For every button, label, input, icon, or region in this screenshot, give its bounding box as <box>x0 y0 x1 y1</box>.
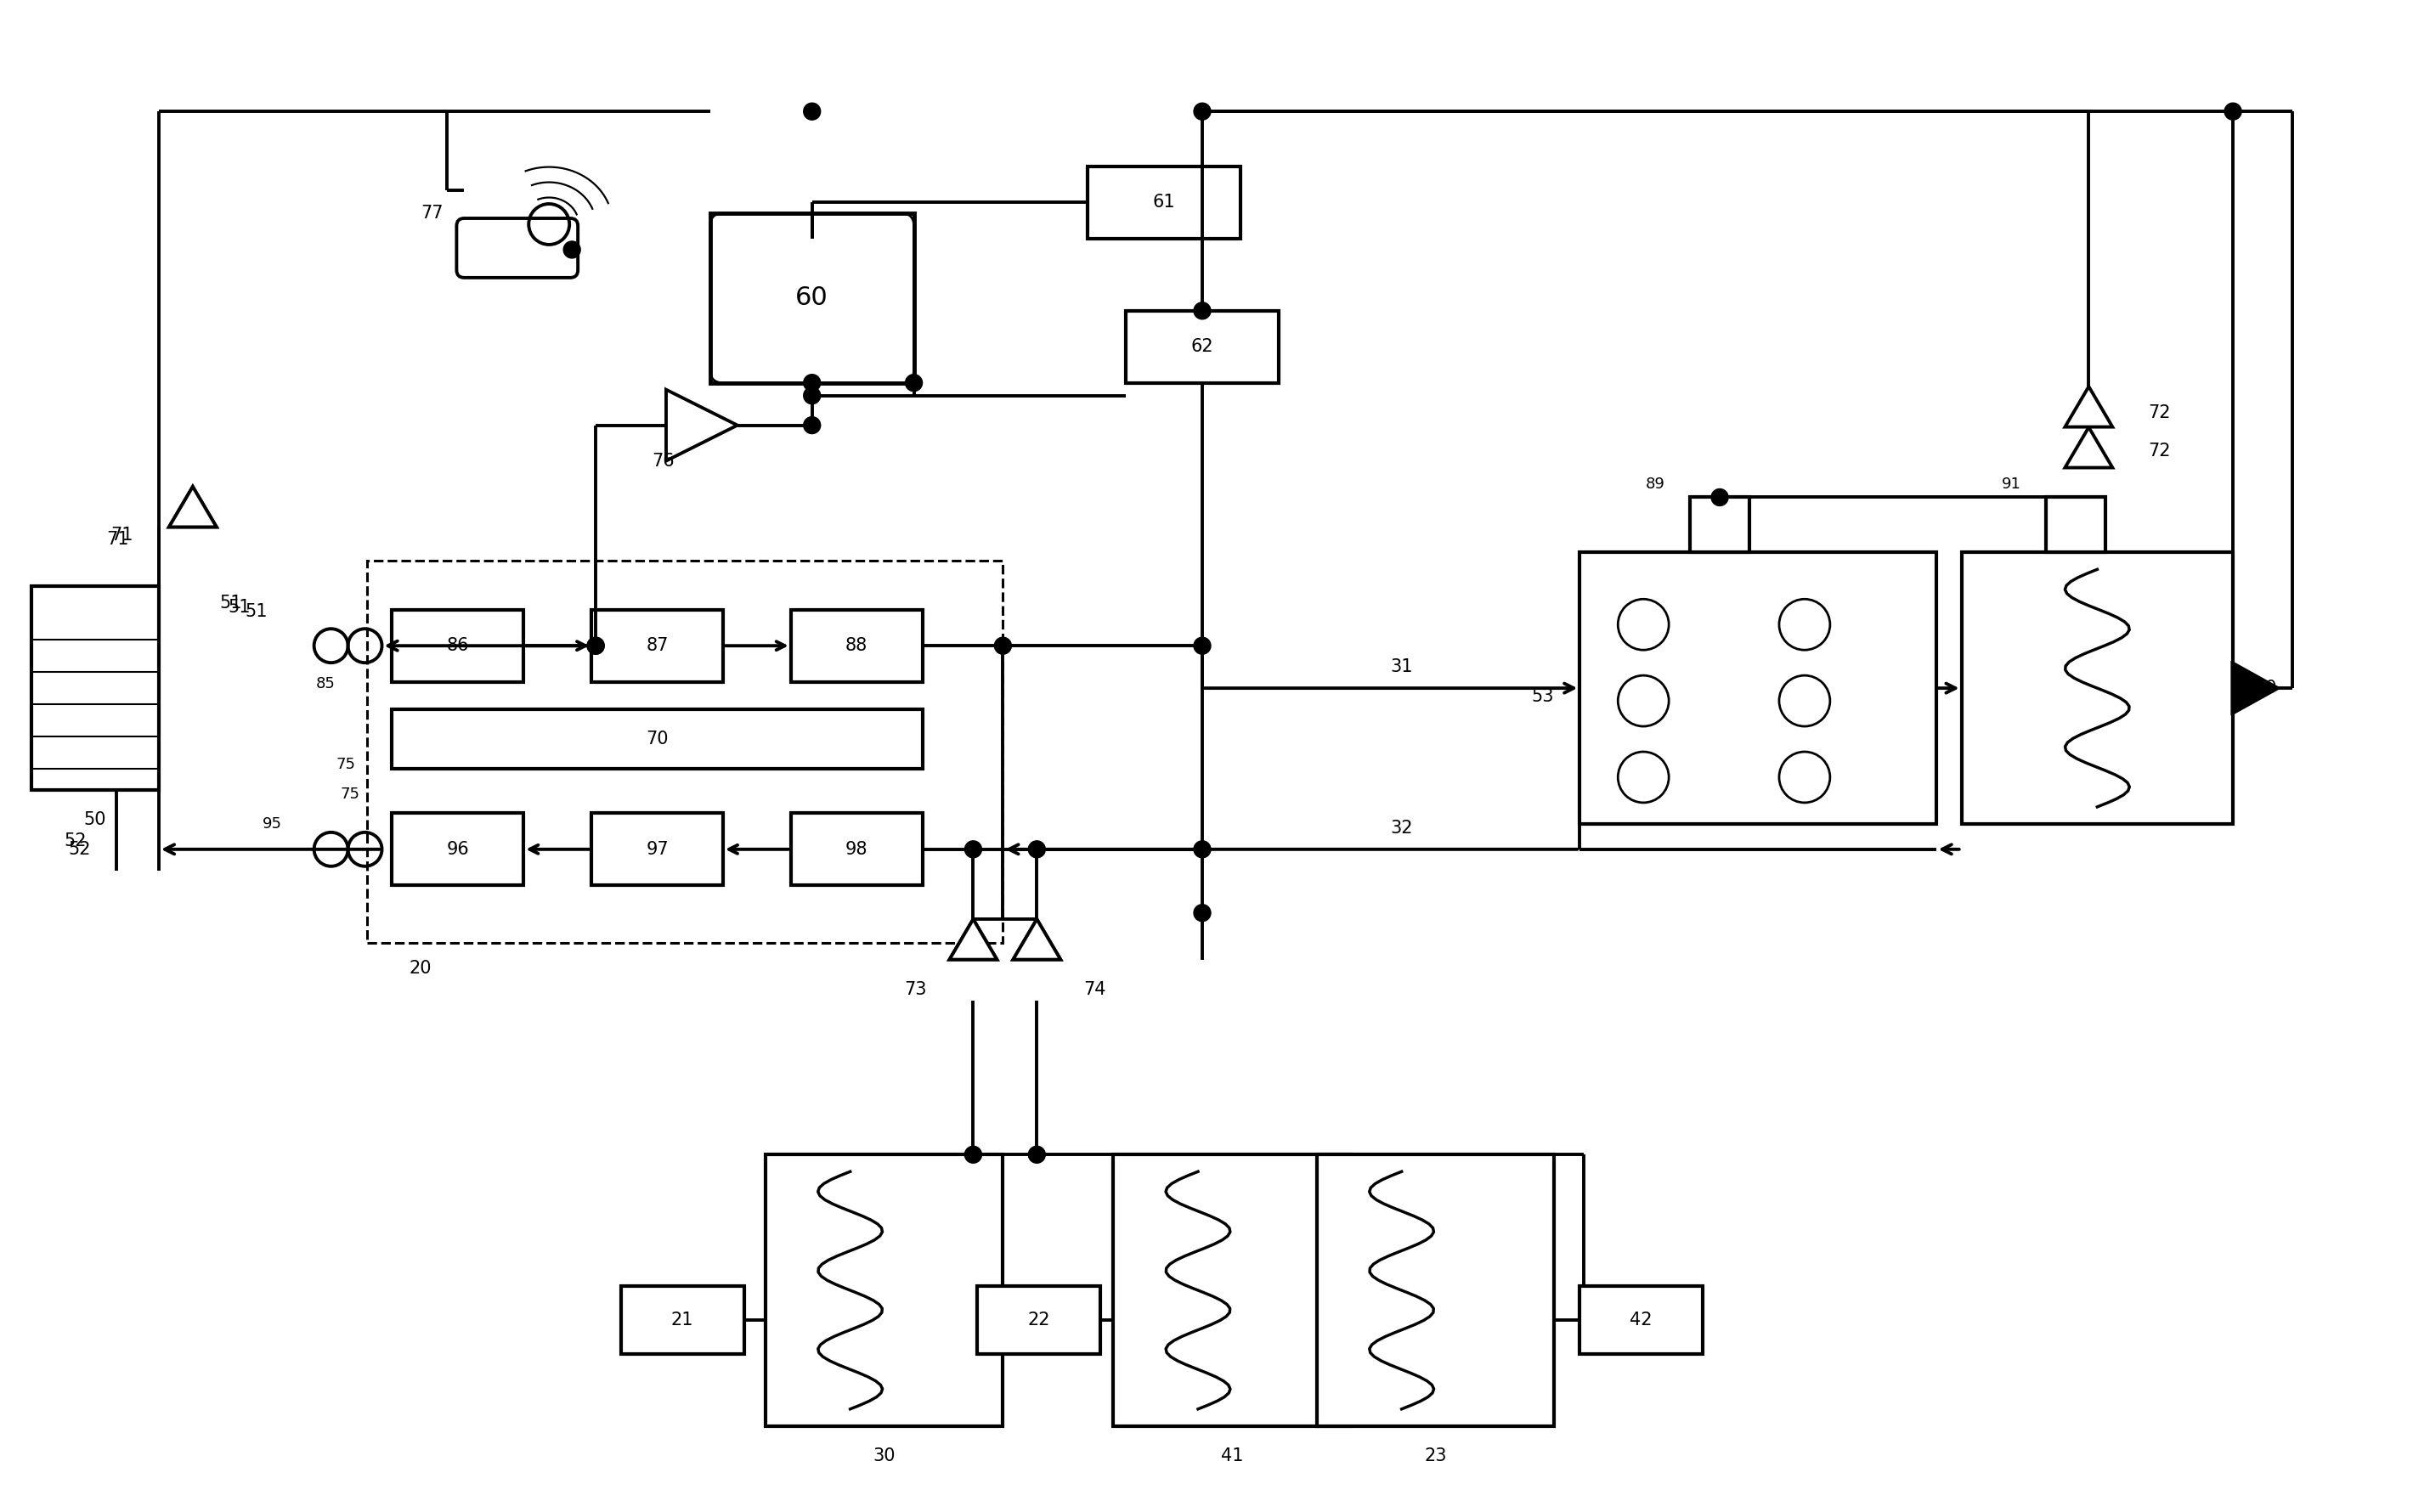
Bar <box>367 561 1004 942</box>
Circle shape <box>804 375 820 392</box>
Text: 51: 51 <box>229 599 251 615</box>
Bar <box>391 813 524 886</box>
Polygon shape <box>2066 387 2111 426</box>
Text: 40: 40 <box>2254 680 2278 697</box>
Circle shape <box>1194 103 1211 119</box>
Bar <box>2046 497 2107 552</box>
Text: 86: 86 <box>446 637 468 655</box>
Bar <box>591 813 724 886</box>
Text: 42: 42 <box>1629 1311 1653 1329</box>
Text: 70: 70 <box>647 730 668 747</box>
FancyBboxPatch shape <box>456 218 577 278</box>
Text: 87: 87 <box>647 637 668 655</box>
Bar <box>977 1287 1100 1353</box>
Text: 71: 71 <box>111 528 133 544</box>
Bar <box>791 813 922 886</box>
Text: 72: 72 <box>2148 404 2172 420</box>
Circle shape <box>1194 302 1211 319</box>
Bar <box>31 587 159 789</box>
Text: 76: 76 <box>652 452 676 469</box>
Text: 32: 32 <box>1390 820 1414 836</box>
Polygon shape <box>2232 661 2280 715</box>
Bar <box>1317 1155 1554 1426</box>
Circle shape <box>1711 488 1728 507</box>
Bar <box>1962 552 2232 824</box>
Text: 22: 22 <box>1028 1311 1050 1329</box>
Circle shape <box>905 375 922 392</box>
Text: 52: 52 <box>68 841 92 857</box>
Text: 74: 74 <box>1083 981 1105 998</box>
Circle shape <box>1028 841 1045 857</box>
Text: 75: 75 <box>340 786 360 801</box>
Bar <box>709 213 915 383</box>
Bar <box>591 609 724 682</box>
Text: 53: 53 <box>1532 688 1554 705</box>
Text: 50: 50 <box>84 810 106 829</box>
Circle shape <box>1194 637 1211 655</box>
Bar <box>391 609 524 682</box>
Bar <box>1581 1287 1704 1353</box>
Text: 41: 41 <box>1221 1447 1243 1464</box>
Circle shape <box>1028 1146 1045 1163</box>
Bar <box>1088 166 1240 239</box>
Text: 23: 23 <box>1424 1447 1448 1464</box>
Polygon shape <box>1013 919 1062 960</box>
Circle shape <box>994 637 1011 655</box>
Text: 97: 97 <box>647 841 668 857</box>
Polygon shape <box>169 487 217 528</box>
Text: 31: 31 <box>1390 658 1414 676</box>
Text: 85: 85 <box>316 676 335 691</box>
Bar <box>765 1155 1004 1426</box>
Circle shape <box>965 841 982 857</box>
Text: 77: 77 <box>420 204 444 222</box>
Polygon shape <box>1013 919 1062 960</box>
Text: 96: 96 <box>446 841 468 857</box>
Circle shape <box>586 637 603 655</box>
Text: 91: 91 <box>2000 476 2022 493</box>
Circle shape <box>565 242 582 259</box>
Text: 98: 98 <box>845 841 869 857</box>
Circle shape <box>586 637 603 655</box>
Circle shape <box>2225 103 2242 119</box>
Bar <box>1689 497 1749 552</box>
Bar <box>791 609 922 682</box>
Circle shape <box>1194 841 1211 857</box>
Polygon shape <box>169 487 217 528</box>
Text: 95: 95 <box>263 816 282 832</box>
Text: 21: 21 <box>671 1311 693 1329</box>
Text: 71: 71 <box>106 531 130 549</box>
Text: 72: 72 <box>2148 442 2172 460</box>
Bar <box>1112 1155 1351 1426</box>
Text: 75: 75 <box>335 758 355 773</box>
Bar <box>1581 552 1935 824</box>
Text: 52: 52 <box>65 832 87 850</box>
Polygon shape <box>948 919 997 960</box>
Text: 51: 51 <box>220 594 241 612</box>
Text: 88: 88 <box>845 637 869 655</box>
Text: 20: 20 <box>410 960 432 977</box>
Circle shape <box>1194 904 1211 921</box>
Text: 30: 30 <box>874 1447 895 1464</box>
Polygon shape <box>2066 428 2111 467</box>
Circle shape <box>804 417 820 434</box>
Text: 60: 60 <box>796 286 828 310</box>
Polygon shape <box>948 919 997 960</box>
Circle shape <box>804 103 820 119</box>
Circle shape <box>965 1146 982 1163</box>
Polygon shape <box>666 390 738 461</box>
Circle shape <box>804 387 820 404</box>
Text: 62: 62 <box>1192 337 1214 355</box>
Text: 73: 73 <box>905 981 927 998</box>
Text: 61: 61 <box>1153 194 1175 210</box>
Bar <box>391 709 922 768</box>
Text: 89: 89 <box>1646 476 1665 493</box>
Bar <box>620 1287 743 1353</box>
Bar <box>1127 311 1279 383</box>
Text: 51: 51 <box>246 603 268 620</box>
